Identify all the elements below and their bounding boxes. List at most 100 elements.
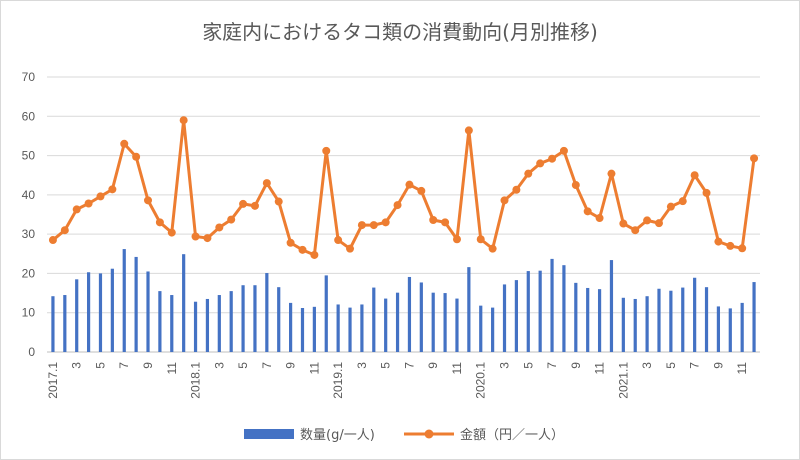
bar — [217, 295, 221, 352]
line-point — [108, 185, 117, 194]
line-point — [191, 232, 200, 241]
x-tick-label: 5 — [93, 362, 107, 369]
bar — [681, 287, 685, 352]
bar — [491, 307, 495, 352]
x-tick-label: 7 — [402, 362, 416, 369]
bar — [289, 302, 293, 352]
bar — [621, 297, 625, 352]
legend-label-bar: 数量(g/一人) — [300, 428, 375, 443]
bar — [372, 287, 376, 352]
bar — [562, 265, 566, 352]
y-tick-label: 60 — [22, 109, 36, 123]
bar — [241, 285, 245, 352]
bar — [574, 282, 578, 352]
x-tick-label: 5 — [521, 362, 535, 369]
x-tick-label: 2020.1 — [474, 362, 488, 399]
line-point — [322, 146, 331, 155]
x-tick-label: 7 — [688, 362, 702, 369]
bar — [740, 302, 744, 352]
line-point — [607, 169, 616, 178]
y-tick-label: 0 — [28, 345, 35, 359]
x-tick-label: 7 — [117, 362, 131, 369]
chart-title: 家庭内におけるタコ類の消費動向(月別推移) — [202, 20, 598, 44]
bar — [75, 279, 79, 352]
line-point — [262, 179, 271, 188]
bar — [526, 271, 530, 352]
line-point — [738, 244, 747, 253]
x-tick-label: 7 — [260, 362, 274, 369]
bar — [277, 287, 281, 352]
bar — [348, 307, 352, 352]
bar — [312, 306, 316, 352]
bar — [110, 268, 114, 352]
line-point — [48, 236, 57, 245]
line-point — [678, 197, 687, 206]
line-point — [452, 235, 461, 244]
x-tick-label: 5 — [664, 362, 678, 369]
bar — [502, 284, 507, 352]
line-point — [357, 221, 366, 230]
line-point — [524, 169, 533, 178]
y-tick-label: 50 — [22, 149, 36, 163]
line-point — [167, 228, 176, 237]
x-tick-label: 2018.1 — [189, 362, 203, 399]
x-tick-label: 2019.1 — [331, 362, 345, 399]
x-tick-label: 7 — [545, 362, 559, 369]
bar — [479, 305, 483, 352]
bar — [728, 308, 732, 352]
gridlines — [47, 76, 760, 353]
x-tick-label: 11 — [735, 362, 749, 375]
bar — [514, 280, 518, 352]
bar — [716, 306, 721, 352]
bar — [229, 291, 233, 352]
line-point — [298, 245, 307, 254]
bar — [657, 288, 661, 352]
line-point — [84, 199, 93, 208]
y-tick-label: 70 — [22, 70, 36, 84]
bar — [300, 308, 305, 352]
line-point — [654, 219, 663, 228]
line-point — [227, 215, 236, 224]
bar — [597, 289, 602, 352]
line-point — [96, 192, 105, 201]
line-point — [132, 152, 141, 161]
line-point — [405, 180, 414, 189]
line-point — [476, 235, 485, 244]
x-tick-label: 11 — [450, 362, 464, 375]
x-tick-label: 9 — [569, 362, 583, 369]
x-tick-label: 3 — [355, 362, 369, 369]
line-point — [441, 218, 450, 227]
bar — [538, 270, 542, 352]
x-tick-label: 3 — [212, 362, 226, 369]
bar — [253, 285, 257, 352]
bar — [455, 298, 459, 352]
line-point — [512, 185, 521, 194]
line-point — [144, 196, 153, 205]
x-tick-label: 2017.1 — [46, 362, 60, 399]
line-point — [60, 226, 69, 235]
bar — [407, 276, 412, 352]
x-tick-label: 9 — [426, 362, 440, 369]
bar — [609, 260, 614, 352]
x-tick-label: 9 — [711, 362, 725, 369]
line-point — [381, 218, 390, 227]
line-point — [488, 244, 497, 253]
line-point — [417, 186, 426, 195]
line-point — [571, 181, 580, 190]
line-point — [726, 241, 735, 250]
x-tick-label: 11 — [593, 362, 607, 375]
bar — [182, 254, 186, 352]
line-point — [239, 199, 248, 208]
bar — [360, 304, 364, 352]
legend-swatch-bar — [244, 429, 294, 439]
line-point — [346, 244, 355, 253]
bar — [122, 249, 126, 352]
line-point — [274, 197, 283, 206]
line-point — [702, 188, 711, 197]
x-tick-label: 5 — [379, 362, 393, 369]
line-point — [464, 126, 473, 135]
bar — [336, 304, 340, 352]
x-tick-label: 11 — [307, 362, 321, 375]
bar — [170, 295, 174, 352]
